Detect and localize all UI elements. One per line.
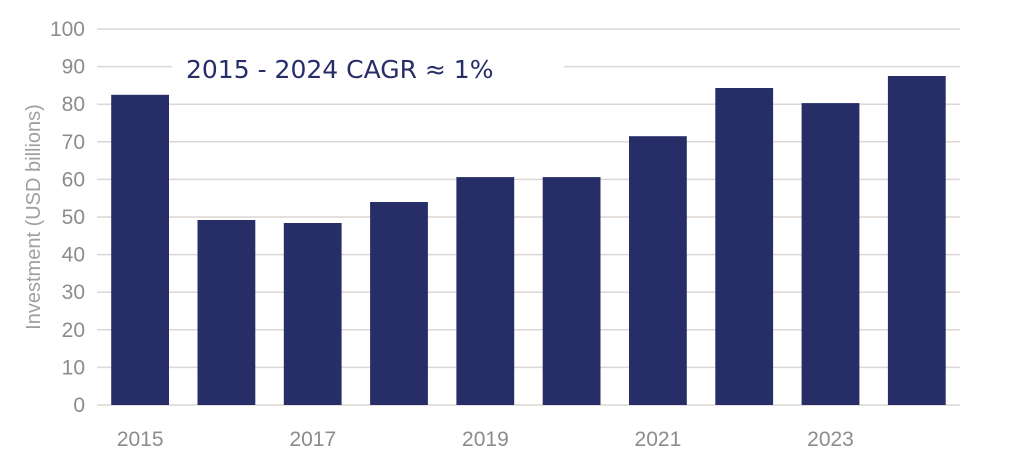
y-tick-label: 100	[50, 18, 85, 41]
x-tick-label: 2021	[635, 428, 682, 451]
x-tick-label: 2019	[462, 428, 509, 451]
bar-2022	[715, 88, 774, 405]
y-axis-ticks: 0 10 20 30 40 50 60 70 80 90 100	[50, 18, 85, 417]
cagr-annotation: 2015 - 2024 CAGR ≈ 1%	[186, 55, 493, 84]
y-tick-label: 70	[62, 131, 85, 154]
y-tick-label: 0	[73, 394, 85, 417]
bars	[111, 76, 946, 406]
bar-2023	[801, 103, 860, 405]
bar-2017	[283, 223, 342, 405]
x-tick-label: 2015	[117, 428, 164, 451]
x-tick-label: 2023	[807, 428, 854, 451]
y-axis-label: Investment (USD billions)	[23, 104, 45, 330]
bar-2015	[111, 94, 169, 406]
x-axis-ticks: 2015 2017 2019 2021 2023	[117, 428, 854, 451]
y-tick-label: 60	[62, 168, 85, 191]
x-tick-label: 2017	[289, 428, 336, 451]
y-tick-label: 90	[62, 56, 85, 79]
y-tick-label: 80	[62, 93, 85, 116]
bar-2018	[370, 202, 428, 405]
y-tick-label: 10	[62, 356, 85, 379]
bar-2024	[887, 76, 946, 405]
bar-2020	[542, 177, 601, 405]
y-tick-label: 30	[62, 281, 85, 304]
y-tick-label: 40	[62, 244, 85, 267]
bar-2016	[197, 220, 256, 405]
bar-2019	[456, 177, 515, 405]
annotation-background	[172, 48, 564, 88]
y-tick-label: 20	[62, 319, 85, 342]
bar-2021	[629, 136, 687, 405]
y-tick-label: 50	[62, 206, 85, 229]
